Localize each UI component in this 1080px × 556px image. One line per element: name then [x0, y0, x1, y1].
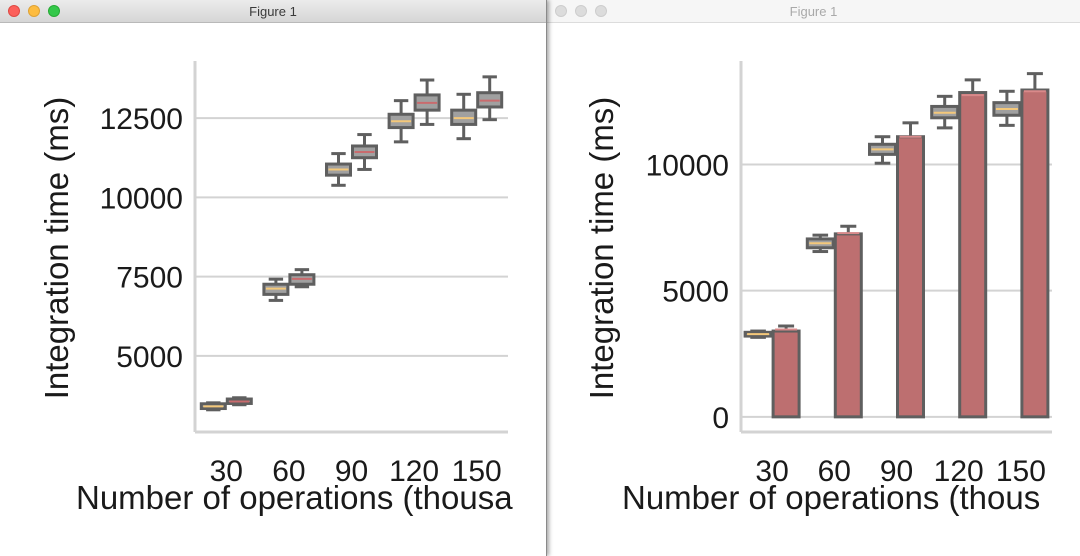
- bar: [833, 232, 863, 419]
- close-button[interactable]: [555, 5, 567, 17]
- y-axis-label: Integration time (ms): [38, 97, 75, 400]
- minimize-button[interactable]: [28, 5, 40, 17]
- y-tick-label: 12500: [100, 103, 183, 136]
- x-tick-label: 150: [452, 455, 502, 488]
- bar: [771, 329, 801, 419]
- y-tick-label: 10000: [646, 149, 729, 182]
- y-tick-label: 0: [712, 402, 729, 435]
- x-tick-label: 60: [272, 455, 305, 488]
- figure-window-2: Figure 1 0 5000 10000 30 60 90 120 150 Number of…: [547, 0, 1080, 556]
- window-title: Figure 1: [249, 4, 297, 19]
- zoom-button[interactable]: [48, 5, 60, 17]
- x-axis-label: Number of operations (thousa: [76, 479, 513, 516]
- x-tick-label: 90: [880, 455, 913, 488]
- y-tick-label: 10000: [100, 182, 183, 215]
- bar: [958, 91, 988, 419]
- window-titlebar[interactable]: Figure 1: [547, 0, 1080, 23]
- x-tick-label: 30: [755, 455, 788, 488]
- y-tick-label: 5000: [116, 341, 183, 374]
- figure-window-1: Figure 1 5000 7500 10000 12500 30 60 90 120 150 N…: [0, 0, 547, 556]
- y-tick-label: 5000: [662, 276, 729, 309]
- x-tick-label: 120: [934, 455, 984, 488]
- minimize-button[interactable]: [575, 5, 587, 17]
- x-tick-label: 30: [210, 455, 243, 488]
- close-button[interactable]: [8, 5, 20, 17]
- x-tick-label: 90: [335, 455, 368, 488]
- x-tick-label: 120: [389, 455, 439, 488]
- window-titlebar[interactable]: Figure 1: [0, 0, 546, 23]
- bar: [896, 135, 925, 419]
- x-tick-label: 150: [996, 455, 1046, 488]
- zoom-button[interactable]: [595, 5, 607, 17]
- window-title: Figure 1: [789, 4, 838, 19]
- y-axis-label: Integration time (ms): [583, 97, 620, 400]
- x-axis-label: Number of operations (thous: [622, 479, 1040, 516]
- bar: [1020, 88, 1050, 419]
- y-tick-label: 7500: [116, 262, 183, 295]
- x-tick-label: 60: [818, 455, 851, 488]
